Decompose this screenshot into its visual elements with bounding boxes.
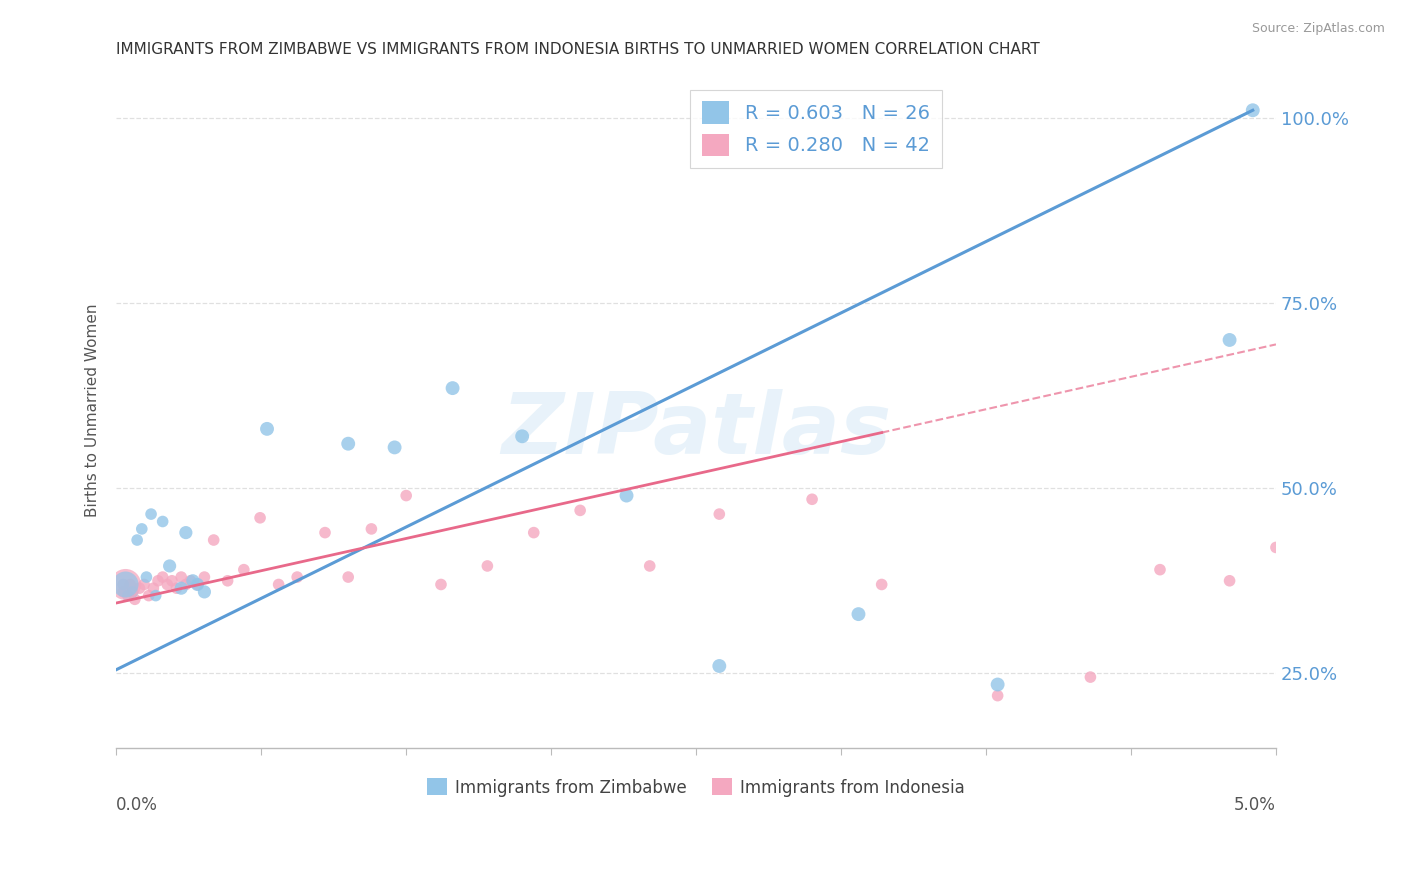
Point bbox=[124, 592, 146, 607]
Point bbox=[1149, 563, 1171, 577]
Legend: Immigrants from Zimbabwe, Immigrants from Indonesia: Immigrants from Zimbabwe, Immigrants fro… bbox=[420, 772, 972, 803]
Point bbox=[179, 574, 201, 588]
Text: Source: ZipAtlas.com: Source: ZipAtlas.com bbox=[1251, 22, 1385, 36]
Point bbox=[337, 570, 360, 584]
Point bbox=[114, 577, 136, 591]
Point bbox=[135, 570, 157, 584]
Point bbox=[139, 507, 162, 521]
Point bbox=[170, 581, 193, 595]
Point bbox=[337, 436, 360, 450]
Point bbox=[112, 585, 135, 599]
Text: ZIPatlas: ZIPatlas bbox=[501, 389, 891, 472]
Point bbox=[430, 577, 453, 591]
Point bbox=[1219, 574, 1241, 588]
Point bbox=[156, 577, 179, 591]
Point bbox=[146, 574, 169, 588]
Point bbox=[709, 507, 731, 521]
Point bbox=[186, 577, 208, 591]
Point bbox=[1219, 333, 1241, 347]
Point bbox=[384, 441, 406, 455]
Point bbox=[709, 659, 731, 673]
Point bbox=[193, 570, 215, 584]
Point bbox=[121, 585, 143, 599]
Point bbox=[987, 677, 1010, 691]
Point bbox=[510, 429, 533, 443]
Point bbox=[395, 489, 418, 503]
Point bbox=[138, 589, 160, 603]
Point bbox=[267, 577, 290, 591]
Point bbox=[132, 577, 155, 591]
Point bbox=[638, 558, 661, 573]
Point bbox=[1288, 714, 1310, 729]
Point bbox=[217, 574, 239, 588]
Point bbox=[186, 577, 208, 591]
Point bbox=[477, 558, 499, 573]
Text: 0.0%: 0.0% bbox=[117, 796, 157, 814]
Point bbox=[131, 522, 153, 536]
Point bbox=[127, 533, 149, 547]
Point bbox=[142, 581, 165, 595]
Point bbox=[360, 522, 382, 536]
Point bbox=[870, 577, 893, 591]
Point bbox=[285, 570, 308, 584]
Point bbox=[128, 581, 150, 595]
Point bbox=[1265, 541, 1288, 555]
Point bbox=[117, 589, 139, 603]
Point bbox=[174, 525, 197, 540]
Text: 5.0%: 5.0% bbox=[1234, 796, 1277, 814]
Point bbox=[193, 585, 215, 599]
Point bbox=[145, 589, 167, 603]
Point bbox=[232, 563, 254, 577]
Point bbox=[569, 503, 592, 517]
Point bbox=[174, 577, 197, 591]
Point bbox=[152, 570, 174, 584]
Point bbox=[170, 570, 193, 584]
Point bbox=[160, 574, 183, 588]
Point bbox=[112, 577, 135, 591]
Point bbox=[120, 577, 142, 591]
Point bbox=[1241, 103, 1264, 118]
Point bbox=[848, 607, 870, 621]
Point bbox=[159, 558, 181, 573]
Point bbox=[114, 577, 136, 591]
Point bbox=[249, 510, 271, 524]
Point bbox=[441, 381, 464, 395]
Point bbox=[987, 689, 1010, 703]
Y-axis label: Births to Unmarried Women: Births to Unmarried Women bbox=[86, 303, 100, 517]
Point bbox=[256, 422, 278, 436]
Point bbox=[616, 489, 638, 503]
Text: IMMIGRANTS FROM ZIMBABWE VS IMMIGRANTS FROM INDONESIA BIRTHS TO UNMARRIED WOMEN : IMMIGRANTS FROM ZIMBABWE VS IMMIGRANTS F… bbox=[117, 42, 1040, 57]
Point bbox=[1334, 570, 1357, 584]
Point bbox=[181, 574, 204, 588]
Point bbox=[314, 525, 336, 540]
Point bbox=[202, 533, 225, 547]
Point bbox=[1080, 670, 1102, 684]
Point bbox=[801, 492, 824, 507]
Point bbox=[152, 515, 174, 529]
Point bbox=[523, 525, 546, 540]
Point bbox=[166, 581, 188, 595]
